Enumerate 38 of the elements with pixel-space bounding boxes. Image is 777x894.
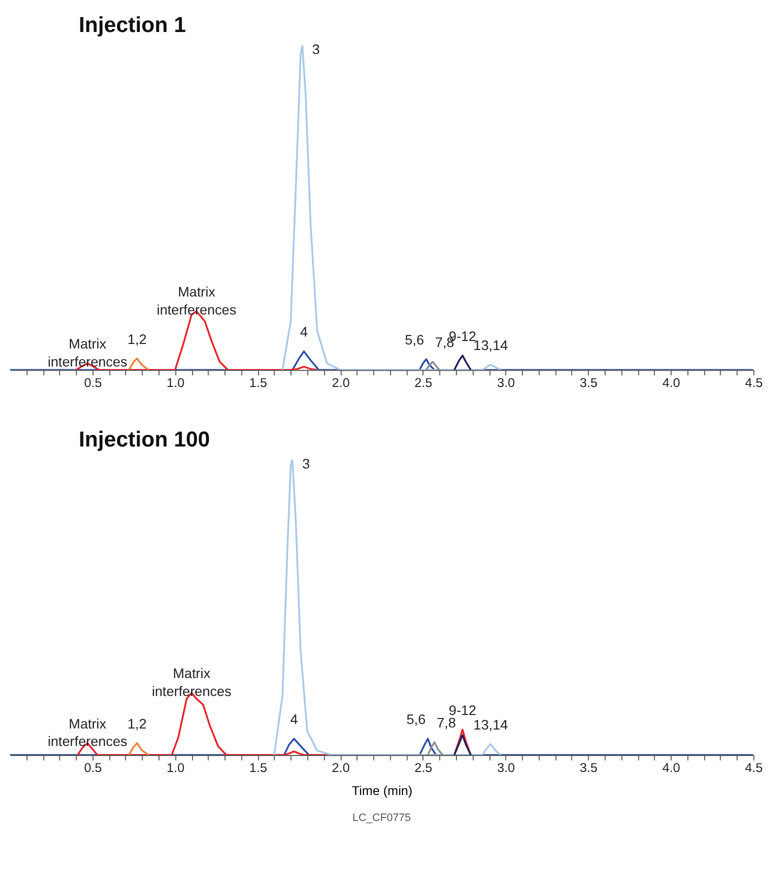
x-tick-label: 3.0 — [497, 760, 515, 776]
x-tick-label: 1.5 — [249, 375, 268, 390]
x-tick-label: 1.5 — [249, 760, 268, 776]
annotation: Matrix interferences — [48, 716, 128, 750]
x-tick-label: 0.5 — [84, 760, 102, 776]
annotation: 1,2 — [128, 332, 147, 347]
x-tick-label: 4.0 — [662, 760, 680, 776]
x-tick-label: 1.0 — [166, 760, 184, 776]
x-tick-label: 3.5 — [580, 760, 598, 776]
x-tick-label: 2.0 — [332, 375, 350, 390]
annotation: 3 — [312, 42, 320, 57]
x-tick-label: 2.5 — [414, 375, 432, 390]
annotation: 3 — [302, 456, 310, 472]
x-tick-label: 4.0 — [662, 375, 680, 390]
annotation: 9-12 — [448, 702, 476, 718]
annotation: 13,14 — [473, 717, 508, 732]
chart-title: Injection 100 — [78, 426, 210, 452]
annotation: Matrix interferences — [152, 666, 232, 699]
annotation: Matrix interferences — [48, 336, 128, 370]
annotation: 4 — [290, 712, 298, 727]
x-tick-label: 3.0 — [497, 375, 515, 390]
x-tick-label: 2.5 — [414, 760, 432, 776]
annotation: 13,14 — [473, 338, 508, 353]
annotation: 1,2 — [128, 716, 147, 732]
annotation: 5,6 — [404, 332, 424, 348]
x-tick-label: 1.0 — [166, 375, 184, 390]
x-tick-label: 0.5 — [84, 375, 102, 390]
chart-title: Injection 1 — [78, 12, 186, 38]
annotation: Matrix interferences — [156, 284, 236, 318]
x-tick-label: 4.5 — [744, 375, 763, 390]
x-tick-label: 3.5 — [580, 375, 598, 390]
annotation: 7,8 — [436, 716, 456, 730]
x-tick-label: 4.5 — [744, 760, 763, 776]
annotation: 4 — [300, 324, 308, 340]
x-tick-label: 2.0 — [332, 760, 350, 776]
annotation: 5,6 — [406, 712, 426, 727]
x-axis-title: Time (min) — [352, 782, 412, 798]
text: LC_CF0775 — [352, 812, 411, 824]
